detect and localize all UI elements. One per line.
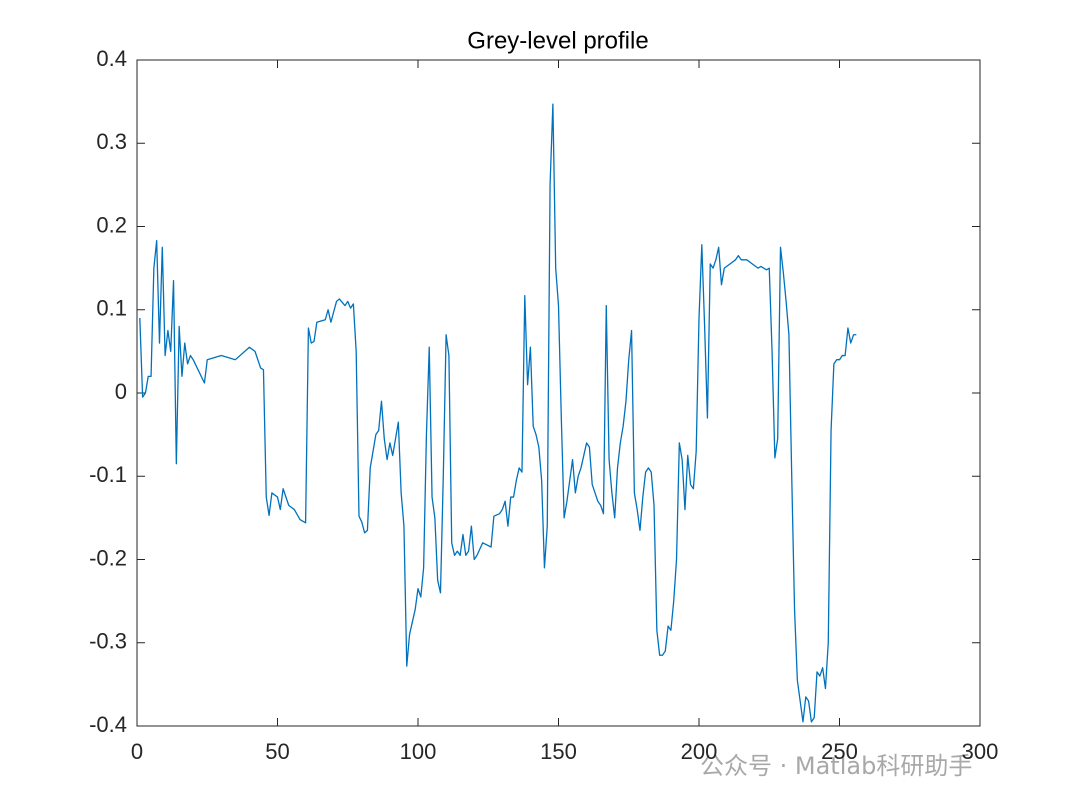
y-tick-label: -0.3 <box>89 629 127 654</box>
y-tick-label: 0.3 <box>96 129 127 154</box>
y-tick-label: 0.4 <box>96 46 127 71</box>
x-tick-label: 100 <box>400 739 437 764</box>
y-tick-label: -0.1 <box>89 462 127 487</box>
x-tick-label: 300 <box>962 739 999 764</box>
x-tick-label: 150 <box>540 739 577 764</box>
y-tick-label: -0.2 <box>89 545 127 570</box>
line-series <box>139 103 857 723</box>
y-tick-label: -0.4 <box>89 712 127 737</box>
x-tick-label: 50 <box>265 739 289 764</box>
x-tick-label: 200 <box>681 739 718 764</box>
chart-title: Grey-level profile <box>467 27 648 54</box>
x-tick-label: 250 <box>821 739 858 764</box>
x-tick-label: 0 <box>131 739 143 764</box>
watermark: 公众号 · Matlab科研助手 <box>700 752 972 780</box>
axes-box <box>136 59 981 727</box>
y-tick-label: 0.1 <box>96 296 127 321</box>
y-tick-label: 0 <box>115 379 127 404</box>
y-tick-label: 0.2 <box>96 212 127 237</box>
